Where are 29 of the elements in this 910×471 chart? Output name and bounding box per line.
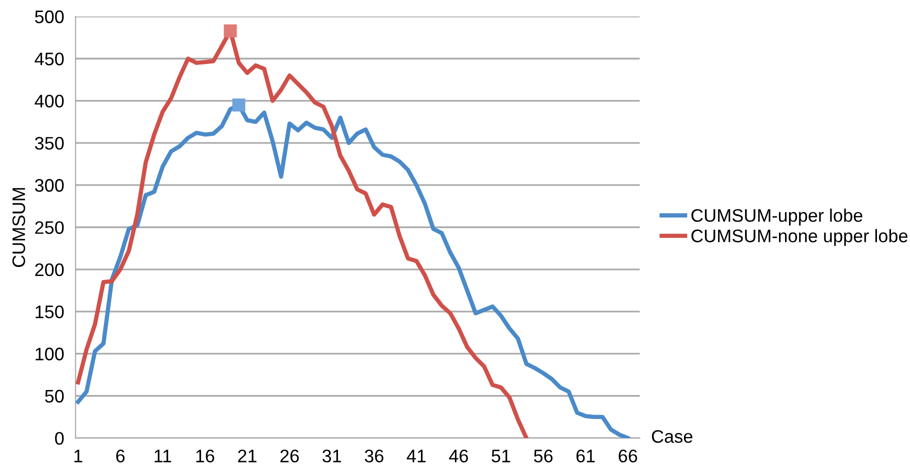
x-tick-label: 21 [238,450,256,462]
x-tick-label: 16 [196,450,214,462]
x-tick-label: 1 [74,450,82,462]
x-tick-label: 51 [492,450,510,462]
y-tick-label: 50 [45,390,64,403]
x-tick-label: 26 [280,450,299,462]
y-tick-label: 350 [34,136,64,150]
y-tick-label: 250 [35,221,64,234]
x-tick-label: 46 [449,450,468,462]
x-tick-label: 31 [322,450,341,462]
y-tick-label: 200 [35,263,64,276]
x-axis-title: Case [652,430,692,443]
x-tick-label: 61 [576,450,595,462]
x-tick-label: 41 [406,450,426,462]
y-tick-label: 150 [36,306,64,318]
x-tick-label: 6 [116,450,125,462]
y-tick-label: 300 [34,179,64,192]
y-tick-label: 500 [35,10,64,24]
legend-label: CUMSUM-upper lobe [691,208,862,226]
y-tick-label: 450 [34,52,64,66]
x-tick-label: 36 [364,450,384,462]
y-tick-label: 0 [55,432,64,445]
x-tick-label: 56 [534,450,553,462]
legend-label: CUMSUM-none upper lobe [691,229,908,246]
x-tick-label: 66 [618,450,638,462]
y-axis-title: CUMSUM [12,188,26,267]
x-tick-label: 11 [154,450,172,462]
y-tick-label: 100 [36,348,64,360]
y-tick-label: 400 [34,94,64,108]
